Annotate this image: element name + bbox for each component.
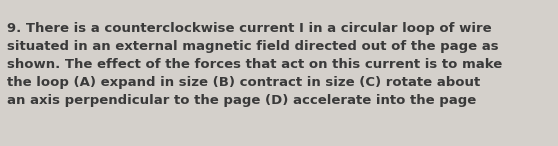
Text: 9. There is a counterclockwise current I in a circular loop of wire
situated in : 9. There is a counterclockwise current I…	[7, 22, 502, 107]
